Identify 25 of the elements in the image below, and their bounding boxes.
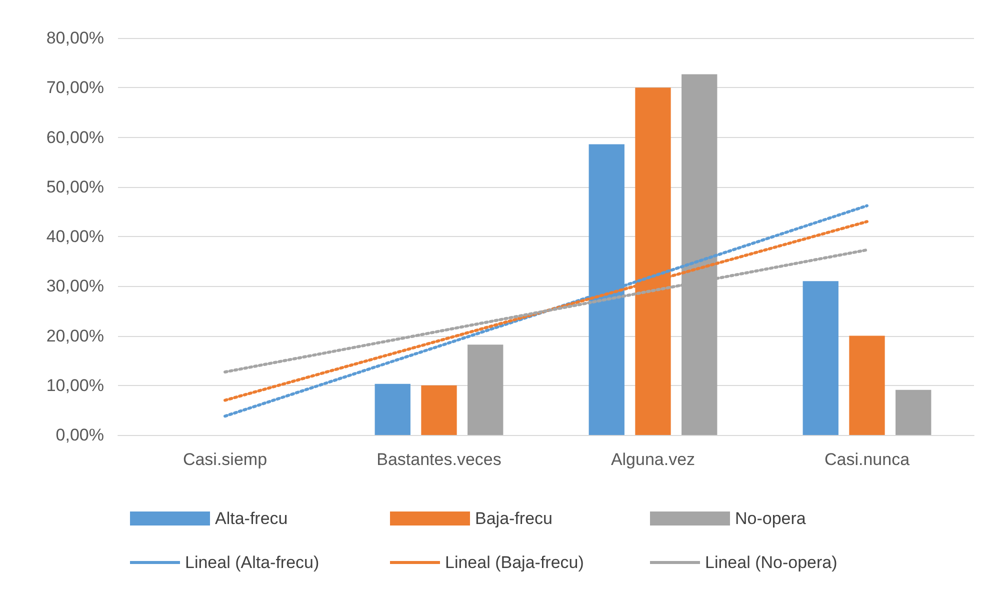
bar <box>421 385 457 435</box>
y-tick-label: 0,00% <box>56 426 104 444</box>
y-tick-label: 10,00% <box>46 376 104 395</box>
x-tick-label: Bastantes.veces <box>376 450 502 469</box>
y-tick-label: 70,00% <box>46 78 104 98</box>
legend-label: Lineal (Alta-frecu) <box>185 553 320 572</box>
bar <box>849 336 885 435</box>
legend-label: Lineal (Baja-frecu) <box>445 553 584 572</box>
y-tick-label: 60,00% <box>46 128 104 147</box>
legend-label: Alta-frecu <box>215 509 288 528</box>
y-tick-label: 50,00% <box>46 177 104 196</box>
legend-label: No-opera <box>735 509 806 528</box>
bar <box>896 390 932 435</box>
x-tick-label: Casi.siemp <box>182 450 268 469</box>
y-tick-label: 40,00% <box>46 227 104 246</box>
y-tick-label: 20,00% <box>46 326 104 346</box>
y-tick-label: 30,00% <box>46 276 104 296</box>
bar <box>374 384 410 435</box>
legend-label: Baja-frecu <box>475 509 552 528</box>
bar <box>802 281 838 435</box>
legend-label: Lineal (No-opera) <box>705 553 838 572</box>
x-tick-label: Alguna.vez <box>610 450 696 469</box>
x-tick-label: Casi.nunca <box>824 450 910 469</box>
y-tick-label: 80,00% <box>46 28 104 48</box>
bar <box>468 344 504 435</box>
